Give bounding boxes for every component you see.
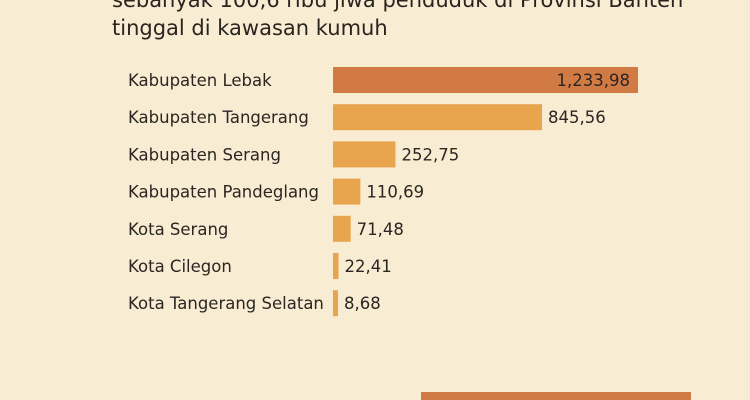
value-label: 71,48 <box>357 220 404 239</box>
bar <box>333 290 338 317</box>
value-label: 8,68 <box>344 294 381 313</box>
value-label: 22,41 <box>345 257 392 276</box>
bar <box>333 141 396 168</box>
bar <box>333 104 542 131</box>
category-label: Kabupaten Serang <box>128 145 281 164</box>
title-line-2: tinggal di kawasan kumuh <box>112 16 388 40</box>
category-label: Kota Tangerang Selatan <box>128 294 324 313</box>
bar <box>333 67 638 93</box>
footer-bar <box>421 392 691 400</box>
bar <box>333 178 361 205</box>
category-label: Kabupaten Pandeglang <box>128 183 319 202</box>
title-line-1: sebanyak 100,6 ribu jiwa penduduk di Pro… <box>112 0 684 12</box>
value-label: 110,69 <box>366 183 424 202</box>
bar <box>333 215 351 242</box>
category-label: Kota Serang <box>128 220 228 239</box>
category-label: Kabupaten Lebak <box>128 71 272 90</box>
bar <box>333 253 339 279</box>
value-label: 252,75 <box>401 145 459 164</box>
value-label: 845,56 <box>548 108 606 127</box>
chart-title: sebanyak 100,6 ribu jiwa penduduk di Pro… <box>112 0 732 42</box>
value-label: 1,233,98 <box>557 71 630 90</box>
category-label: Kota Cilegon <box>128 257 232 276</box>
category-label: Kabupaten Tangerang <box>128 108 309 127</box>
